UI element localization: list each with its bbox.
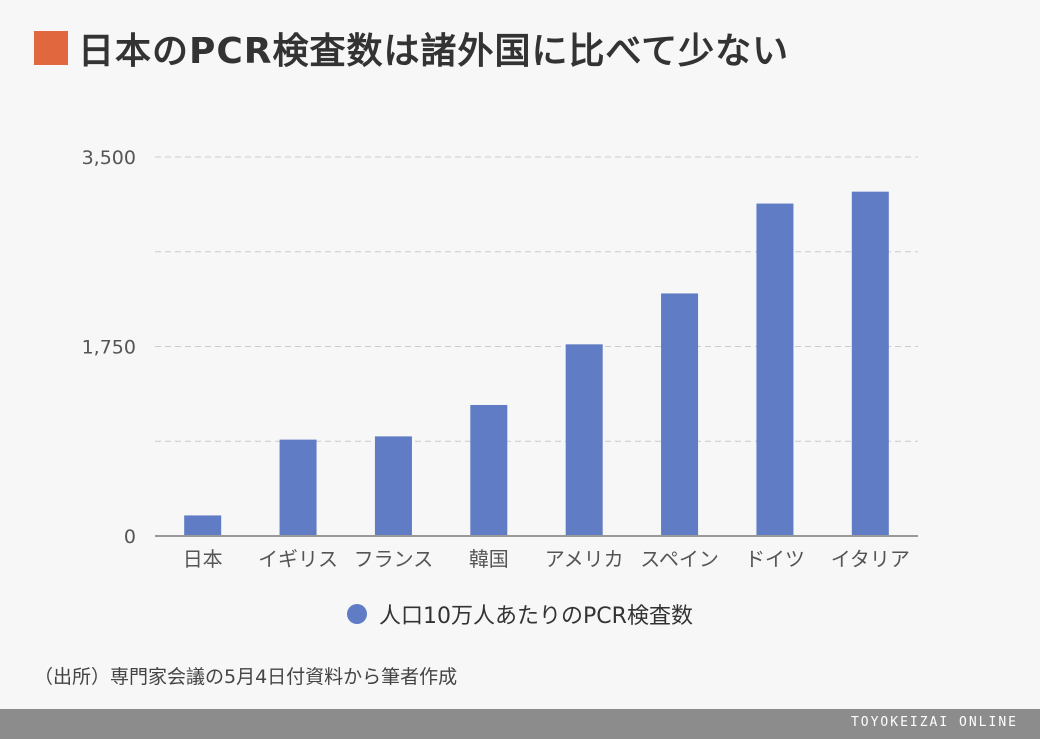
bar: [661, 293, 699, 536]
legend-label: 人口10万人あたりのPCR検査数: [379, 604, 693, 629]
bar: [851, 191, 889, 536]
x-tick-label: イタリア: [831, 547, 910, 571]
bar: [470, 404, 508, 536]
x-tick-label: 日本: [183, 547, 223, 571]
footer-bar: TOYOKEIZAI ONLINE: [0, 709, 1040, 739]
x-tick-label: スペイン: [640, 547, 719, 571]
footer-brand: TOYOKEIZAI ONLINE: [850, 715, 1018, 730]
legend-swatch: [347, 604, 368, 624]
x-tick-label: フランス: [354, 547, 434, 571]
source-note: （出所）専門家会議の5月4日付資料から筆者作成: [34, 666, 458, 688]
bar: [279, 439, 317, 536]
x-tick-label: ドイツ: [745, 547, 805, 571]
y-tick-label: 1,750: [82, 337, 136, 359]
bar: [374, 436, 412, 536]
bar: [756, 203, 794, 536]
title-row: 日本のPCR検査数は諸外国に比べて少ない: [34, 22, 789, 74]
y-tick-label: 0: [124, 526, 136, 548]
legend: 人口10万人あたりのPCR検査数: [0, 598, 1040, 630]
bar-chart: 0 1,750 3,500 日本 イギリス フランス 韓国 アメリカ スペイン ドイツ イタリア: [82, 147, 918, 571]
chart-title: 日本のPCR検査数は諸外国に比べて少ない: [78, 31, 790, 72]
bar: [184, 515, 222, 536]
x-tick-label: 韓国: [469, 547, 509, 571]
x-tick-label: イギリス: [258, 547, 338, 571]
y-tick-label: 3,500: [82, 147, 136, 169]
x-tick-label: アメリカ: [545, 547, 624, 571]
title-marker-square: [34, 31, 68, 65]
bar: [565, 344, 603, 536]
